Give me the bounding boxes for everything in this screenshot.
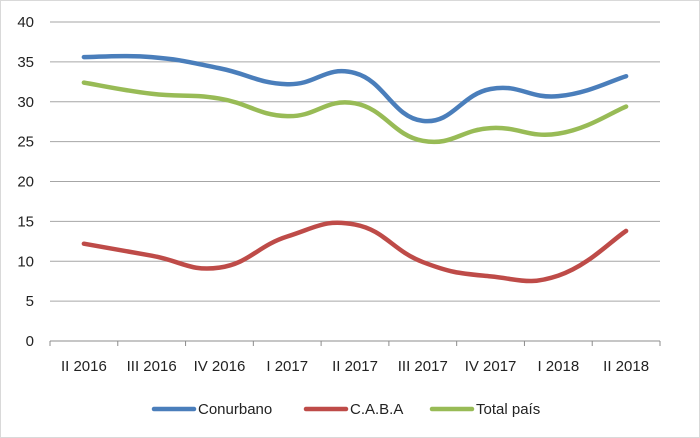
y-tick-label: 35 <box>17 54 34 71</box>
legend-label: C.A.B.A <box>350 401 403 418</box>
x-tick-label: II 2016 <box>61 358 107 375</box>
series-c-a-b-a <box>81 220 629 284</box>
y-tick-label: 40 <box>17 14 34 31</box>
x-tick-label: II 2018 <box>603 358 649 375</box>
x-axis: II 2016 III 2016 IV 2016 I 2017 II 2017 III 2… <box>49 340 661 375</box>
y-tick-label: 30 <box>17 94 34 111</box>
x-tick-label: IV 2017 <box>465 358 517 375</box>
series-line <box>81 53 629 124</box>
y-tick-label: 15 <box>17 213 34 230</box>
legend-item: Conurbano <box>151 401 272 418</box>
series-total-pa-s <box>81 80 629 145</box>
y-axis: 0 5 10 15 20 25 30 35 40 <box>17 14 34 350</box>
x-tick-label: I 2018 <box>537 358 579 375</box>
y-tick-label: 0 <box>26 333 34 350</box>
grid-lines <box>50 21 660 342</box>
y-tick-label: 10 <box>17 253 34 270</box>
x-tick-label: I 2017 <box>266 358 308 375</box>
legend: Conurbano C.A.B.A Total país <box>151 401 540 418</box>
y-tick-label: 20 <box>17 174 34 191</box>
series-line <box>81 220 629 284</box>
legend-item: C.A.B.A <box>303 401 403 418</box>
x-tick-label: III 2016 <box>127 358 177 375</box>
legend-label: Total país <box>476 401 540 418</box>
series-line <box>81 80 629 145</box>
legend-item: Total país <box>429 401 540 418</box>
y-tick-label: 5 <box>26 293 34 310</box>
y-tick-label: 25 <box>17 134 34 151</box>
x-tick-label: IV 2016 <box>194 358 246 375</box>
x-tick-label: II 2017 <box>332 358 378 375</box>
legend-label: Conurbano <box>198 401 272 418</box>
series-group <box>81 53 629 284</box>
x-tick-label: III 2017 <box>398 358 448 375</box>
series-conurbano <box>81 53 629 124</box>
